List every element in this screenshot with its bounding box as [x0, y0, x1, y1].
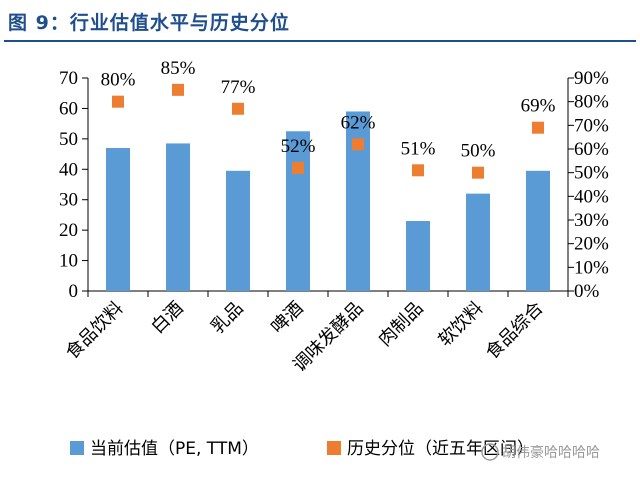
marker-percentile	[532, 121, 544, 134]
right-axis-tick-label: 70%	[574, 115, 609, 136]
marker-percentile	[112, 95, 124, 108]
title-underline	[4, 40, 636, 42]
figure-title: 图 9：行业估值水平与历史分位	[8, 12, 290, 34]
bar-current-pe	[166, 143, 190, 291]
data-label-percentile: 77%	[221, 77, 256, 98]
legend-swatch-marker	[327, 441, 341, 455]
left-axis-tick-label: 70	[59, 68, 78, 89]
data-label-percentile: 69%	[521, 96, 556, 117]
bar-current-pe	[466, 193, 490, 291]
data-label-percentile: 51%	[401, 138, 436, 159]
watermark-text: 胡伟豪哈哈哈哈	[502, 445, 600, 461]
right-axis-tick-label: 20%	[574, 234, 609, 255]
data-label-percentile: 52%	[281, 136, 316, 157]
category-label: 食品综合	[482, 298, 548, 364]
right-axis-tick-label: 60%	[574, 139, 609, 160]
right-axis-tick-label: 80%	[574, 92, 609, 113]
bar-current-pe	[286, 131, 310, 291]
legend-label-current-pe: 当前估值（PE, TTM）	[90, 439, 259, 459]
category-label: 啤酒	[267, 298, 307, 338]
marker-percentile	[172, 83, 184, 96]
right-axis-tick-label: 0%	[574, 281, 600, 302]
left-axis-tick-label: 30	[59, 190, 78, 211]
wechat-icon	[481, 443, 499, 461]
marker-percentile	[292, 161, 304, 174]
left-axis-tick-label: 20	[59, 220, 78, 241]
category-label: 白酒	[147, 298, 187, 338]
marker-percentile	[412, 164, 424, 177]
figure-header: 图 9：行业估值水平与历史分位	[0, 0, 640, 46]
category-label: 肉制品	[375, 298, 428, 351]
bar-current-pe	[526, 170, 550, 291]
data-label-percentile: 62%	[341, 112, 376, 133]
left-axis-tick-label: 40	[59, 159, 78, 180]
bar-current-pe	[106, 147, 130, 291]
data-label-percentile: 50%	[461, 141, 496, 162]
data-label-percentile: 80%	[101, 70, 136, 91]
left-axis-tick-label: 10	[59, 251, 78, 272]
bar-current-pe	[226, 170, 250, 291]
right-axis-tick-label: 30%	[574, 210, 609, 231]
category-label: 软饮料	[435, 298, 488, 351]
left-axis-tick-label: 0	[69, 281, 79, 302]
left-axis-tick-label: 50	[59, 129, 78, 150]
bar-current-pe	[406, 221, 430, 291]
marker-percentile	[472, 166, 484, 179]
right-axis-tick-label: 50%	[574, 163, 609, 184]
category-label: 食品饮料	[62, 298, 128, 364]
legend-swatch-bar	[70, 441, 84, 455]
data-label-percentile: 85%	[161, 58, 196, 79]
marker-percentile	[232, 102, 244, 115]
right-axis-tick-label: 10%	[574, 257, 609, 278]
right-axis-tick-label: 40%	[574, 186, 609, 207]
marker-percentile	[352, 138, 364, 151]
right-axis-tick-label: 90%	[574, 68, 609, 89]
left-axis-tick-label: 60	[59, 98, 78, 119]
category-label: 乳品	[207, 298, 247, 338]
